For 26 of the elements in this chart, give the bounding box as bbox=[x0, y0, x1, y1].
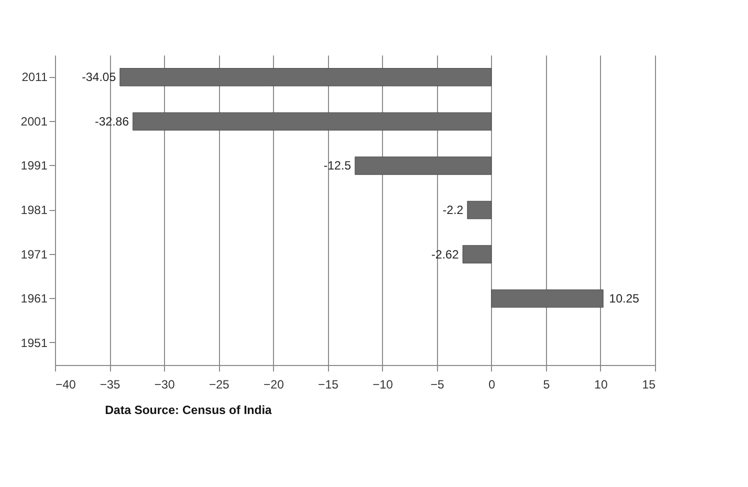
y-tick-label: 1961 bbox=[20, 292, 48, 306]
x-tick-label: −15 bbox=[318, 378, 339, 392]
x-tick-label: −25 bbox=[208, 378, 230, 392]
x-tick-label: 15 bbox=[642, 378, 656, 392]
data-label: 10.25 bbox=[609, 292, 640, 306]
y-tick-label: 1981 bbox=[20, 203, 48, 217]
y-tick-label: 2001 bbox=[20, 114, 48, 128]
data-label: -34.05 bbox=[82, 70, 116, 84]
y-tick-label: 1951 bbox=[20, 336, 48, 350]
data-label: -2.2 bbox=[442, 203, 464, 217]
x-tick-label: 10 bbox=[594, 378, 608, 392]
y-tick-label: 1991 bbox=[20, 158, 48, 173]
y-tick-label: 2011 bbox=[22, 70, 48, 84]
x-tick-label: −35 bbox=[100, 378, 121, 392]
x-tick-label: −20 bbox=[264, 378, 284, 392]
x-tick-label: 5 bbox=[543, 378, 550, 392]
x-tick-label: −10 bbox=[372, 378, 394, 392]
x-tick-label: −40 bbox=[56, 378, 76, 392]
data-label: -2.62 bbox=[431, 247, 460, 262]
x-tick-label: −5 bbox=[430, 378, 444, 392]
source-note: Data Source: Census of India bbox=[105, 403, 272, 417]
x-tick-label: 0 bbox=[488, 378, 496, 392]
data-label: -12.5 bbox=[324, 158, 352, 173]
y-tick-label: 1971 bbox=[20, 247, 48, 262]
data-label: -32.86 bbox=[94, 114, 130, 128]
x-tick-label: −30 bbox=[154, 378, 176, 392]
